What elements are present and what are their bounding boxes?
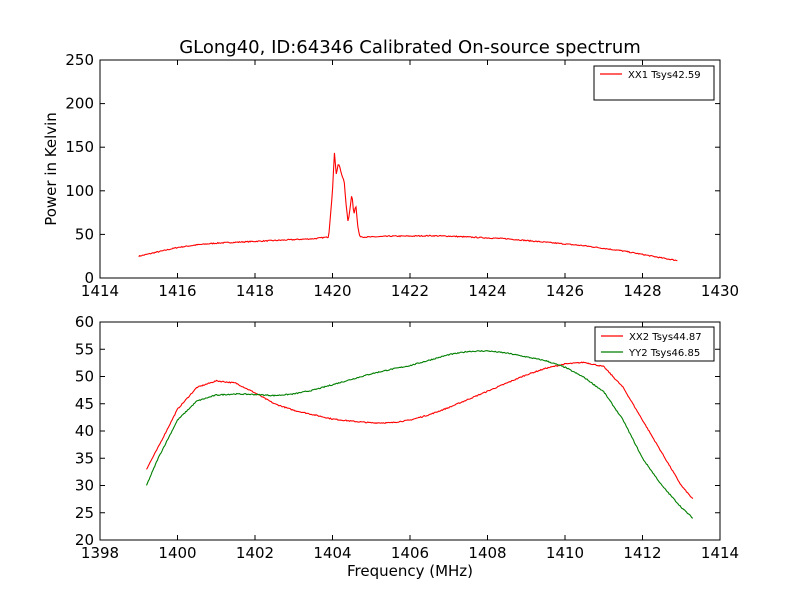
- y-tick-label: 150: [65, 138, 94, 156]
- y-tick-label: 45: [75, 395, 94, 413]
- x-tick-label: 1418: [236, 282, 274, 300]
- y-tick-label: 20: [75, 531, 94, 549]
- legend-label-xx1: XX1 Tsys42.59: [628, 70, 701, 81]
- y-tick-label: 25: [75, 504, 94, 522]
- x-tick-label: 1422: [391, 282, 429, 300]
- top-panel: 1414 1416 1418 1420 1422 1424 1426 1428 1430 0 50 1…: [42, 51, 739, 300]
- y-tick-label: 50: [75, 368, 94, 386]
- y-tick-label: 100: [65, 182, 94, 200]
- x-tick-label: 1430: [701, 282, 739, 300]
- x-tick-label: 1398: [81, 544, 119, 562]
- y-tick-label: 50: [75, 225, 94, 243]
- y-tick-label: 55: [75, 340, 94, 358]
- x-tick-label: 1424: [468, 282, 506, 300]
- top-ticks-layer: 1414 1416 1418 1420 1422 1424 1426 1428 1430 0 50 1…: [65, 51, 739, 300]
- x-tick-label: 1414: [701, 544, 739, 562]
- x-tick-label: 1406: [391, 544, 429, 562]
- x-tick-label: 1408: [468, 544, 506, 562]
- x-tick-label: 1404: [313, 544, 351, 562]
- top-series-layer: [138, 152, 678, 262]
- x-tick-label: 1400: [158, 544, 196, 562]
- top-legend-box: [593, 65, 715, 101]
- x-tick-label: 1426: [546, 282, 584, 300]
- x-tick-label: 1416: [158, 282, 196, 300]
- legend-label-yy2: YY2 Tsys46.85: [628, 348, 700, 359]
- top-legend: XX1 Tsys42.59: [593, 65, 715, 101]
- bottom-series-layer: [145, 349, 694, 519]
- x-tick-label: 1402: [236, 544, 274, 562]
- y-tick-label: 250: [65, 51, 94, 69]
- y-tick-label: 40: [75, 422, 94, 440]
- bottom-ticks-layer: 1398 1400 1402 1404 1406 1408 1410 1412 1414 20 25…: [75, 313, 739, 562]
- legend-label-xx2: XX2 Tsys44.87: [629, 332, 702, 343]
- x-tick-label: 1414: [81, 282, 119, 300]
- y-tick-label: 30: [75, 477, 94, 495]
- bottom-panel: 1398 1400 1402 1404 1406 1408 1410 1412 1414 20 25…: [75, 313, 739, 580]
- bottom-legend: XX2 Tsys44.87 YY2 Tsys46.85: [594, 326, 715, 362]
- x-tick-label: 1428: [623, 282, 661, 300]
- x-tick-label: 1410: [546, 544, 584, 562]
- y-tick-label: 0: [84, 269, 94, 287]
- bottom-legend-box: [594, 326, 715, 362]
- figure-title: GLong40, ID:64346 Calibrated On-source s…: [179, 37, 641, 58]
- bottom-x-axis-label: Frequency (MHz): [347, 562, 473, 580]
- y-tick-label: 200: [65, 95, 94, 113]
- series-line-yy2: [145, 349, 694, 519]
- top-y-axis-label: Power in Kelvin: [42, 112, 60, 226]
- y-tick-label: 60: [75, 313, 94, 331]
- x-tick-label: 1420: [313, 282, 351, 300]
- x-tick-label: 1412: [623, 544, 661, 562]
- series-line-xx2: [146, 361, 694, 499]
- y-tick-label: 35: [75, 449, 94, 467]
- series-line-xx1: [138, 152, 678, 262]
